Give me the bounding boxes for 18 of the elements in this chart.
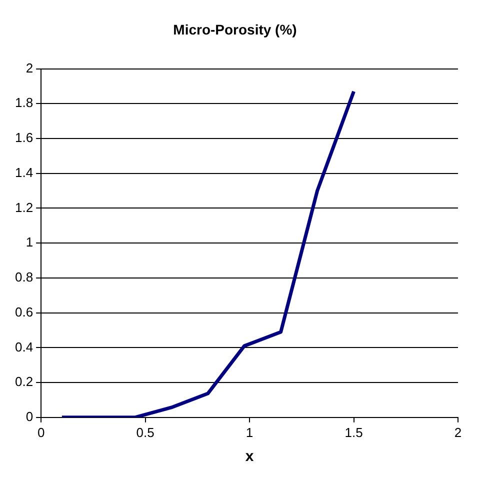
y-tick-label: 0.6 [14, 304, 34, 320]
y-tick-label: 0.4 [14, 339, 34, 354]
y-tick-label: 0.8 [14, 270, 34, 285]
y-tick-label: 1.2 [14, 200, 34, 215]
y-tick-label: 0.2 [14, 374, 34, 390]
x-axis-title: x [245, 448, 254, 466]
x-tick-label: 1 [246, 424, 254, 440]
y-tick-label: 1.6 [14, 130, 34, 146]
y-tick-label: 1.4 [14, 164, 34, 180]
chart-title: Micro-Porosity (%) [173, 21, 297, 38]
y-tick-label: 1.8 [14, 95, 34, 110]
x-tick-label: 0 [37, 424, 45, 440]
x-tick-label: 0.5 [136, 424, 154, 440]
x-tick-label: 2 [454, 424, 462, 440]
x-tick-label: 1.5 [344, 424, 363, 440]
y-tick-label: 1 [26, 234, 34, 250]
y-tick-label: 2 [26, 60, 34, 76]
y-tick-label: 0 [26, 408, 34, 424]
